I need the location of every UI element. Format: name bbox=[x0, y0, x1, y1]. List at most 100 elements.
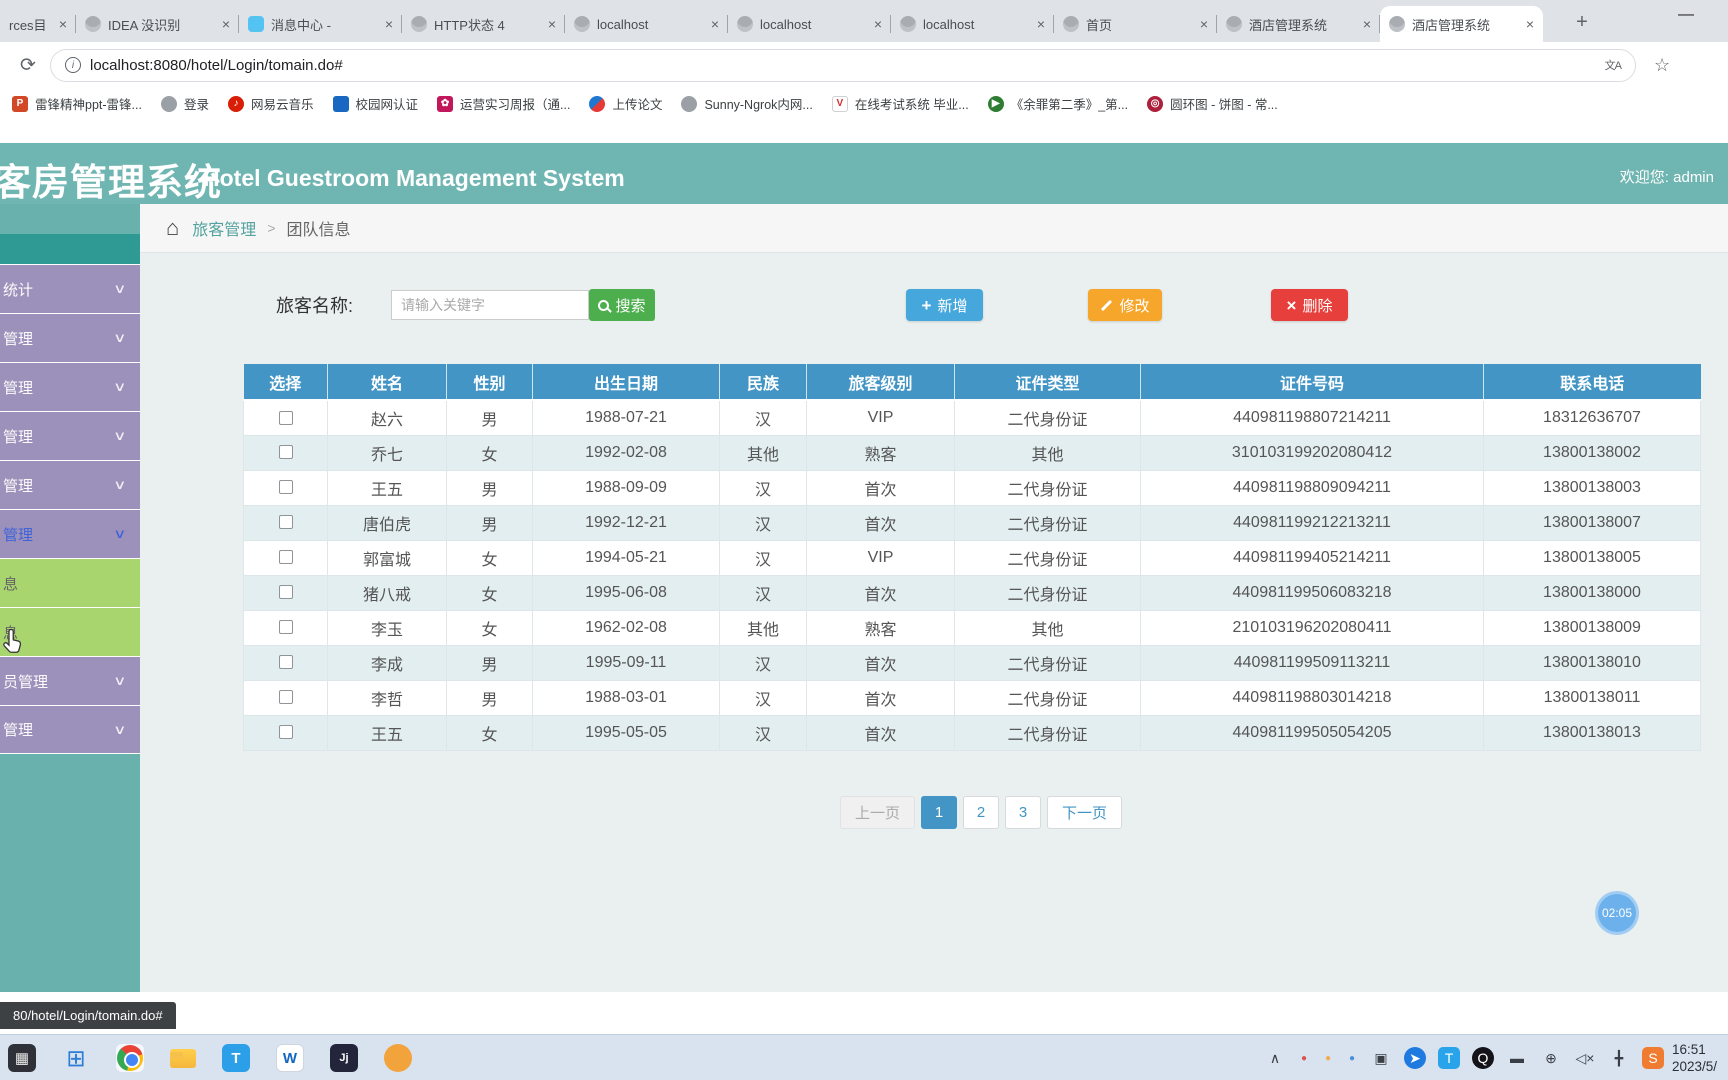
pagination-button[interactable]: 下一页 bbox=[1047, 796, 1123, 829]
bookmark-item[interactable]: V 在线考试系统 毕业... bbox=[831, 94, 969, 113]
omnibox[interactable]: i localhost:8080/hotel/Login/tomain.do# … bbox=[50, 48, 1636, 82]
row-checkbox[interactable] bbox=[278, 480, 293, 495]
tab-close-icon[interactable]: × bbox=[58, 16, 67, 32]
sidebar-item[interactable]: 管理 ∨ bbox=[0, 411, 140, 460]
sidebar-item[interactable]: 管理 ∨ bbox=[0, 362, 140, 411]
row-checkbox[interactable] bbox=[278, 725, 293, 740]
bookmark-star-icon[interactable]: ☆ bbox=[1654, 54, 1671, 75]
pagination-button[interactable]: 上一页 bbox=[840, 796, 916, 829]
sidebar-item[interactable]: 统计 ∨ bbox=[0, 264, 140, 313]
recording-timer-badge[interactable]: 02:05 bbox=[1595, 891, 1639, 935]
bookmark-favicon bbox=[681, 95, 698, 112]
tray-window-icon[interactable]: ▣ bbox=[1374, 1049, 1388, 1066]
sidebar-item[interactable]: 息 ∨ bbox=[0, 558, 140, 607]
app-orange-icon[interactable] bbox=[384, 1044, 412, 1072]
browser-tab[interactable]: 酒店管理系统 × bbox=[1380, 6, 1543, 42]
browser-tab[interactable]: localhost × bbox=[728, 6, 891, 42]
tray-red-icon[interactable]: ● bbox=[1300, 1052, 1308, 1064]
tray-mute-icon[interactable]: ◁× bbox=[1575, 1049, 1595, 1066]
translate-icon[interactable]: 文A bbox=[1604, 60, 1622, 72]
file-explorer-icon[interactable] bbox=[170, 1048, 196, 1068]
bookmark-item[interactable]: Sunny-Ngrok内网... bbox=[681, 94, 813, 113]
word-icon[interactable]: W bbox=[276, 1044, 304, 1072]
tray-crosshair-icon[interactable]: ╋ bbox=[1614, 1049, 1624, 1066]
tray-blue-icon[interactable]: ● bbox=[1348, 1052, 1356, 1064]
row-checkbox[interactable] bbox=[278, 445, 293, 460]
search-input[interactable] bbox=[391, 290, 589, 320]
tab-close-icon[interactable]: × bbox=[1036, 16, 1045, 32]
sidebar-item[interactable]: 管理 ∨ bbox=[0, 705, 140, 754]
browser-tab[interactable]: localhost × bbox=[565, 6, 728, 42]
tray-battery-icon[interactable]: ▬ bbox=[1510, 1050, 1524, 1066]
row-checkbox[interactable] bbox=[278, 620, 293, 635]
bookmark-item[interactable]: ✿ 运营实习周报（通... bbox=[437, 94, 570, 113]
cell-cert-number: 440981199506083218 bbox=[1140, 574, 1484, 611]
bookmark-item[interactable]: ▶ 《余罪第二季》_第... bbox=[987, 94, 1128, 113]
browser-tab[interactable]: HTTP状态 4 × bbox=[402, 6, 565, 42]
tab-close-icon[interactable]: × bbox=[1199, 16, 1208, 32]
window-minimize-button[interactable]: — bbox=[1678, 6, 1694, 23]
pagination-button[interactable]: 1 bbox=[921, 796, 958, 829]
tab-title: IDEA 没识别 bbox=[108, 17, 181, 33]
delete-button[interactable]: × 删除 bbox=[1271, 289, 1348, 321]
browser-tab[interactable]: 消息中心 - × bbox=[239, 6, 402, 42]
row-checkbox[interactable] bbox=[278, 550, 293, 565]
tray-expand-icon[interactable]: ∧ bbox=[1269, 1049, 1281, 1066]
tab-close-icon[interactable]: × bbox=[384, 16, 393, 32]
new-tab-button[interactable]: + bbox=[1576, 10, 1588, 33]
home-icon[interactable]: ⌂ bbox=[166, 215, 180, 240]
tab-close-icon[interactable]: × bbox=[1362, 16, 1371, 32]
pagination-button[interactable]: 3 bbox=[1005, 796, 1042, 829]
app-j-icon[interactable]: Jj bbox=[330, 1044, 358, 1072]
select-cell bbox=[243, 539, 328, 576]
add-button[interactable]: + 新增 bbox=[906, 289, 983, 321]
site-info-icon[interactable]: i bbox=[65, 57, 81, 73]
bookmark-item[interactable]: 校园网认证 bbox=[332, 94, 418, 113]
table-row: 王五 男 1988-09-09 汉 首次 二代身份证 4409811988090… bbox=[243, 469, 1701, 506]
row-checkbox[interactable] bbox=[278, 585, 293, 600]
browser-tab[interactable]: 酒店管理系统 × bbox=[1217, 6, 1380, 42]
row-checkbox[interactable] bbox=[278, 515, 293, 530]
tray-orange-icon[interactable]: ● bbox=[1324, 1052, 1332, 1064]
url-text[interactable]: localhost:8080/hotel/Login/tomain.do# bbox=[90, 56, 343, 74]
tray-globe-icon[interactable]: ⊕ bbox=[1545, 1049, 1557, 1066]
bookmark-item[interactable]: 登录 bbox=[160, 94, 209, 113]
chrome-icon[interactable] bbox=[116, 1044, 144, 1072]
bookmark-item[interactable]: P 雷锋精神ppt-雷锋... bbox=[12, 94, 142, 113]
taskbar-clock[interactable]: 16:51 2023/5/ bbox=[1672, 1042, 1726, 1076]
browser-tab[interactable]: 首页 × bbox=[1054, 6, 1217, 42]
bookmark-item[interactable]: ♪ 网易云音乐 bbox=[227, 94, 314, 113]
row-checkbox[interactable] bbox=[278, 410, 293, 425]
tray-qq-icon[interactable]: Q bbox=[1472, 1047, 1494, 1069]
sidebar-item[interactable]: 管理 ∨ bbox=[0, 509, 140, 558]
sidebar-item[interactable]: 息 ∨ bbox=[0, 607, 140, 656]
tab-close-icon[interactable]: × bbox=[221, 16, 230, 32]
reload-icon[interactable]: ⟳ bbox=[20, 54, 36, 76]
edit-button[interactable]: 修改 bbox=[1088, 289, 1162, 321]
sidebar-item[interactable]: 管理 ∨ bbox=[0, 460, 140, 509]
search-button[interactable]: 搜索 bbox=[589, 289, 655, 321]
tray-sogou-icon[interactable]: S bbox=[1642, 1047, 1664, 1069]
browser-tab[interactable]: IDEA 没识别 × bbox=[76, 6, 239, 42]
tray-t-icon[interactable]: T bbox=[1438, 1047, 1460, 1069]
row-checkbox[interactable] bbox=[278, 690, 293, 705]
sidebar-item[interactable]: 员管理 ∨ bbox=[0, 656, 140, 705]
tab-close-icon[interactable]: × bbox=[710, 16, 719, 32]
tab-close-icon[interactable]: × bbox=[547, 16, 556, 32]
sidebar-item[interactable]: 管理 ∨ bbox=[0, 313, 140, 362]
tray-arrow-icon[interactable]: ➤ bbox=[1404, 1047, 1426, 1069]
plus-icon: + bbox=[921, 295, 932, 315]
start-icon[interactable]: ⊞ bbox=[66, 1044, 86, 1071]
tab-close-icon[interactable]: × bbox=[873, 16, 882, 32]
breadcrumb-section[interactable]: 旅客管理 bbox=[192, 222, 257, 239]
browser-tab[interactable]: rces目 × bbox=[0, 6, 76, 42]
row-checkbox[interactable] bbox=[278, 655, 293, 670]
bookmark-item[interactable]: ◎ 圆环图 - 饼图 - 常... bbox=[1147, 94, 1278, 113]
pagination-button[interactable]: 2 bbox=[963, 796, 1000, 829]
search-icon bbox=[598, 299, 610, 311]
browser-tab[interactable]: localhost × bbox=[891, 6, 1054, 42]
bookmark-item[interactable]: 上传论文 bbox=[589, 94, 662, 113]
app-t-icon[interactable]: T bbox=[222, 1044, 250, 1072]
pinned-app-icon[interactable]: ▦ bbox=[8, 1044, 36, 1072]
tab-close-icon[interactable]: × bbox=[1525, 16, 1534, 32]
